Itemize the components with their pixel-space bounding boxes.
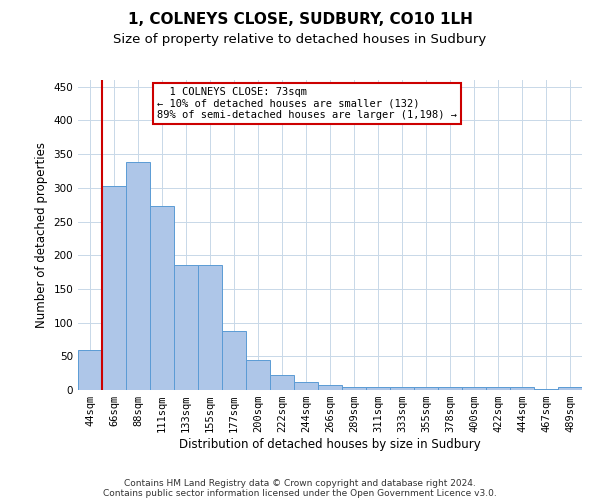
Bar (510, 388, 534, 390)
Bar (78, 350, 102, 390)
Bar (462, 388, 486, 390)
Text: 1, COLNEYS CLOSE, SUDBURY, CO10 1LH: 1, COLNEYS CLOSE, SUDBURY, CO10 1LH (128, 12, 472, 28)
Bar (126, 162, 150, 390)
Bar (102, 186, 126, 390)
Text: Size of property relative to detached houses in Sudbury: Size of property relative to detached ho… (113, 32, 487, 46)
Bar (222, 330, 246, 390)
Bar (150, 206, 174, 390)
Bar (534, 388, 558, 390)
Text: Contains HM Land Registry data © Crown copyright and database right 2024.: Contains HM Land Registry data © Crown c… (124, 478, 476, 488)
Bar (246, 360, 270, 390)
X-axis label: Distribution of detached houses by size in Sudbury: Distribution of detached houses by size … (179, 438, 481, 451)
Bar (198, 266, 222, 390)
Bar (558, 388, 582, 390)
Text: Contains public sector information licensed under the Open Government Licence v3: Contains public sector information licen… (103, 488, 497, 498)
Bar (486, 388, 510, 390)
Bar (342, 388, 366, 390)
Bar (438, 388, 462, 390)
Bar (414, 388, 438, 390)
Bar (318, 386, 342, 390)
Bar (366, 388, 390, 390)
Y-axis label: Number of detached properties: Number of detached properties (35, 142, 48, 328)
Bar (270, 375, 294, 390)
Bar (294, 382, 318, 390)
Bar (390, 388, 414, 390)
Text: 1 COLNEYS CLOSE: 73sqm
← 10% of detached houses are smaller (132)
89% of semi-de: 1 COLNEYS CLOSE: 73sqm ← 10% of detached… (157, 87, 457, 120)
Bar (174, 266, 198, 390)
